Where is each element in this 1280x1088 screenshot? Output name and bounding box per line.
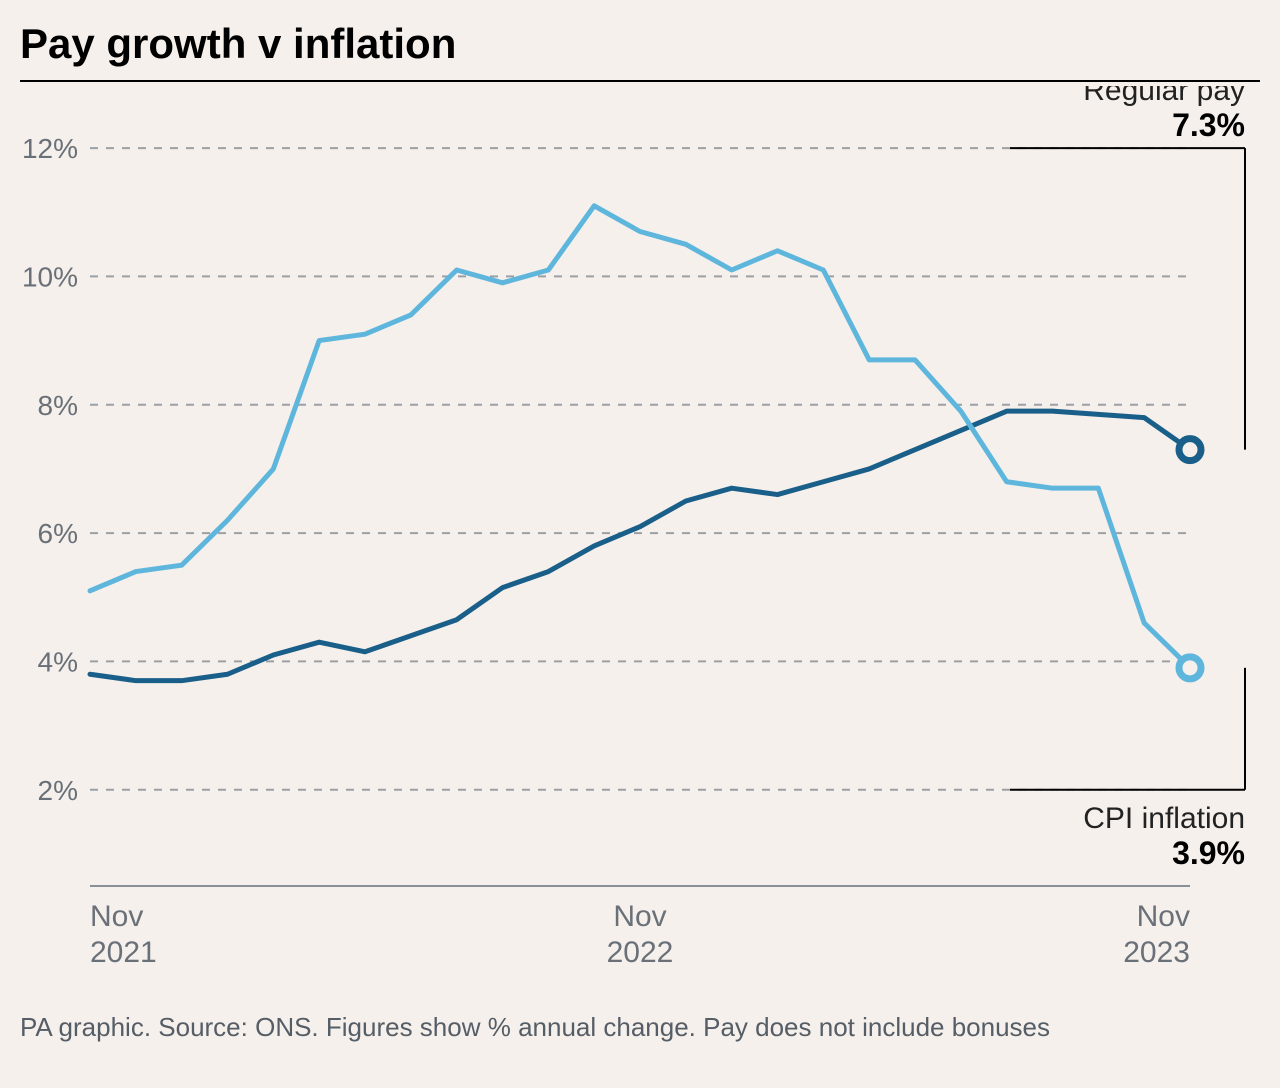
series-end-label-value: 7.3% (1172, 107, 1245, 143)
x-axis-label-year: 2023 (1123, 936, 1190, 969)
y-axis-label: 6% (38, 518, 78, 549)
chart-footer: PA graphic. Source: ONS. Figures show % … (20, 1006, 1260, 1043)
x-axis-label-year: 2022 (607, 936, 674, 969)
y-axis-label: 10% (22, 261, 78, 292)
y-axis-label: 2% (38, 775, 78, 806)
series-end-marker (1179, 657, 1201, 679)
x-axis-label-year: 2021 (90, 936, 157, 969)
series-end-label-name: CPI inflation (1083, 802, 1245, 835)
x-axis-label-month: Nov (1137, 900, 1190, 933)
chart-title: Pay growth v inflation (20, 20, 1260, 80)
series-end-label-name: Regular pay (1083, 86, 1245, 107)
x-axis-label-month: Nov (613, 900, 666, 933)
title-rule (20, 80, 1260, 82)
chart-svg: 2%4%6%8%10%12%Nov2021Nov2022Nov2023Regul… (20, 86, 1260, 1006)
y-axis-label: 12% (22, 133, 78, 164)
series-line (90, 411, 1190, 681)
chart-container: Pay growth v inflation 2% 4% 6% 8% 10% 12% Nov… (20, 20, 1260, 1078)
chart-plot-area: 2%4%6%8%10%12%Nov2021Nov2022Nov2023Regul… (20, 86, 1260, 1006)
y-axis-label: 4% (38, 646, 78, 677)
series-end-label-value: 3.9% (1172, 835, 1245, 871)
series-end-marker (1179, 439, 1201, 461)
series-line (90, 206, 1190, 668)
y-axis-label: 8% (38, 390, 78, 421)
x-axis-label-month: Nov (90, 900, 143, 933)
